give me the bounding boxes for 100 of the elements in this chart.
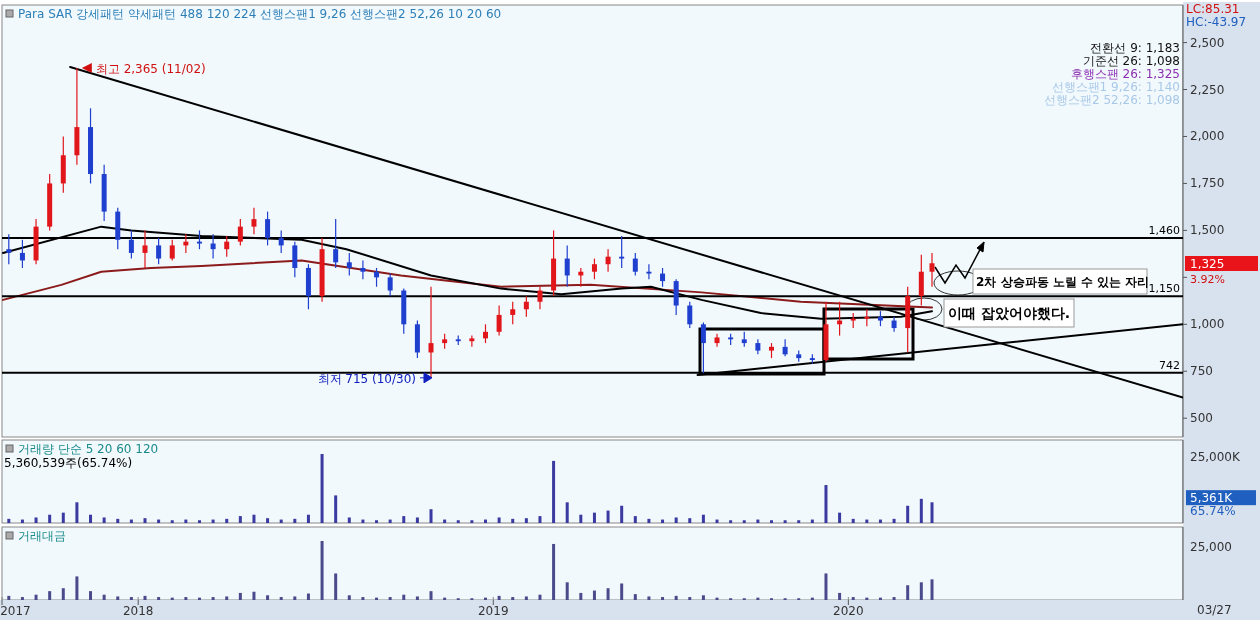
bar: [334, 495, 338, 523]
bar: [661, 519, 665, 523]
bar: [388, 519, 392, 523]
bar: [279, 519, 283, 523]
candlestick: [196, 229, 202, 250]
bar: [34, 517, 38, 523]
bar: [919, 498, 923, 523]
bar: [579, 514, 583, 523]
annotation: 선행스팬1 9,26: 1,140: [1051, 80, 1180, 94]
annotation: 전환선 9: 1,183: [1090, 41, 1180, 55]
candlestick: [156, 237, 162, 265]
candlestick: [632, 252, 638, 277]
text: 25,000: [1190, 539, 1232, 554]
annotation: 2차 상승파동 노릴 수 있는 자리: [976, 275, 1150, 289]
bar: [266, 518, 270, 523]
bar: [620, 505, 624, 523]
candlestick: [6, 233, 12, 265]
candlestick: [251, 207, 257, 235]
bar: [225, 518, 229, 523]
bar: [906, 505, 910, 523]
bar: [375, 520, 379, 523]
candlestick: [646, 263, 652, 280]
bar: [838, 512, 842, 523]
bar: [184, 519, 188, 523]
bar: [633, 516, 637, 523]
annotation: 기준선 26: 1,098: [1082, 54, 1180, 68]
annotation: 이때 잡았어야했다.: [948, 305, 1071, 321]
y-tick-label: 750: [1190, 364, 1213, 379]
candlestick: [660, 267, 666, 288]
chart-title: 거래량 단순 5 20 60 120: [18, 442, 159, 456]
candlestick: [428, 286, 434, 379]
bar: [157, 519, 161, 523]
candlestick: [169, 239, 175, 262]
candlestick: [482, 323, 488, 344]
chart-title: Para SAR 강세패턴 약세패턴 488 120 224 선행스팬1 9,26 선행스팬2 52,26 10 20 60: [18, 7, 502, 21]
bar: [143, 518, 147, 523]
y-tick-label: 500: [1190, 411, 1213, 426]
candlestick: [237, 218, 243, 247]
text: LC:85.31: [1186, 2, 1240, 16]
bar: [48, 514, 52, 523]
bar: [756, 519, 760, 523]
bar: [824, 485, 828, 523]
bar: [238, 516, 242, 523]
bar: [402, 516, 406, 523]
bar: [320, 454, 324, 523]
y-tick-label: 1,500: [1190, 223, 1225, 238]
bar: [483, 519, 487, 523]
bar: [770, 520, 773, 523]
text: 65.74%: [1190, 504, 1236, 519]
bar: [129, 519, 133, 523]
candlestick: [333, 218, 339, 269]
ref-line-label: 1,460: [1148, 223, 1180, 237]
bar: [443, 519, 447, 523]
bar: [252, 514, 256, 523]
annotation: 최고 2,365 (11/02): [95, 61, 206, 76]
candlestick: [346, 252, 352, 277]
annotation: 선행스팬2 52,26: 1,098: [1043, 93, 1180, 107]
bar: [415, 517, 419, 523]
bar: [89, 514, 93, 523]
candlestick: [523, 295, 529, 318]
bar: [797, 520, 801, 523]
candlestick: [591, 257, 597, 280]
bar: [361, 519, 365, 523]
bar: [565, 502, 569, 523]
bar: [75, 502, 79, 523]
bar: [102, 517, 106, 523]
candlestick: [782, 338, 788, 357]
annotation: 5,360,539주(65.74%): [4, 456, 133, 470]
bar: [674, 517, 678, 523]
bar: [470, 520, 474, 523]
x-tick-label: 2019: [478, 604, 509, 618]
y-tick-label: 1,750: [1190, 176, 1225, 191]
bar: [701, 514, 705, 523]
candlestick: [265, 211, 271, 247]
bar: [742, 520, 746, 523]
bar: [497, 517, 501, 523]
candlestick: [142, 229, 148, 269]
bar: [211, 519, 215, 523]
bar: [197, 520, 201, 523]
bar: [647, 518, 651, 523]
bar: [61, 512, 65, 523]
candlestick: [496, 304, 502, 337]
text: 1,325: [1190, 257, 1225, 271]
text: 3.92%: [1190, 273, 1225, 286]
bar: [552, 460, 556, 523]
candlestick: [224, 235, 230, 258]
candlestick: [564, 244, 570, 288]
candlestick: [687, 301, 693, 329]
bar: [606, 510, 610, 523]
bar: [20, 519, 24, 523]
candlestick: [510, 301, 516, 325]
candlestick: [292, 241, 298, 278]
bar: [592, 512, 596, 523]
candlestick: [387, 272, 393, 297]
bar: [930, 502, 934, 523]
bar: [715, 519, 719, 523]
y-tick-label: 2,500: [1190, 35, 1225, 50]
text: 03/27: [1197, 603, 1232, 617]
candlestick: [278, 229, 284, 254]
bar: [306, 514, 310, 523]
